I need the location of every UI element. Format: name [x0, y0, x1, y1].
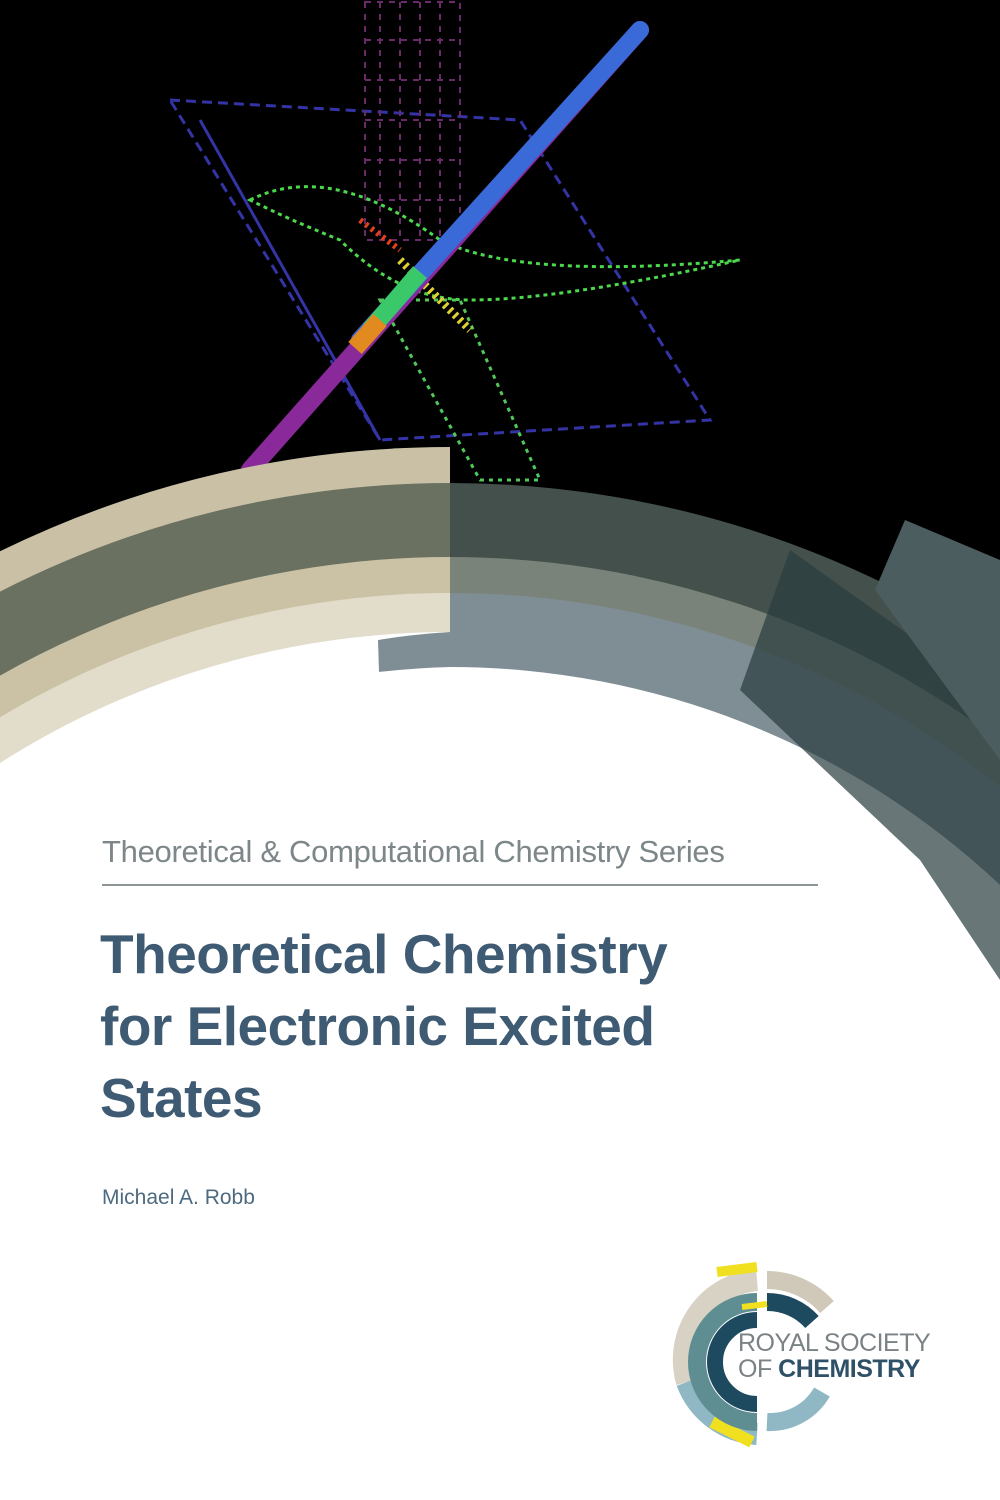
arc-accent-shards: [740, 520, 1000, 980]
publisher-name-line-1: ROYAL SOCIETY: [738, 1329, 931, 1357]
publisher-logo-icon: [672, 1262, 834, 1448]
series-title: Theoretical & Computational Chemistry Se…: [102, 834, 725, 869]
arc-bands-right: [450, 482, 1000, 1500]
author: Michael A. Robb: [102, 1186, 255, 1209]
arc-bands-left: [0, 447, 450, 1500]
book-title-line-1: Theoretical Chemistry: [100, 923, 668, 985]
publisher-name-bold: CHEMISTRY: [778, 1355, 920, 1383]
book-title-line-3: States: [100, 1067, 263, 1129]
book-title-line-2: for Electronic Excited: [100, 995, 655, 1057]
molecular-visualization: [167, 1, 741, 482]
publisher-name: ROYAL SOCIETY OF CHEMISTRY: [738, 1329, 931, 1382]
arc-tab: [378, 632, 450, 672]
publisher-name-prefix: OF: [738, 1355, 779, 1383]
series-divider: [102, 884, 818, 886]
publisher-name-line-2: OF CHEMISTRY: [738, 1356, 930, 1382]
book-title: Theoretical Chemistry for Electronic Exc…: [100, 918, 668, 1134]
